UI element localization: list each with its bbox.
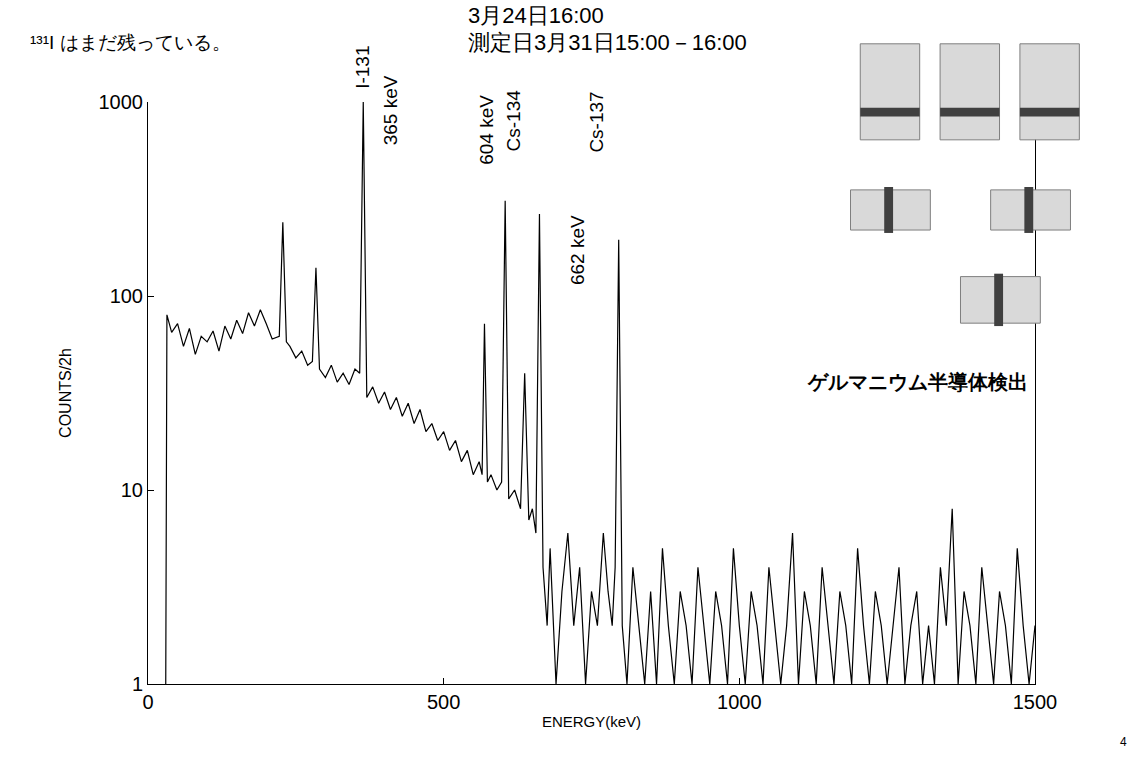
svg-text:365 keV: 365 keV <box>380 75 401 145</box>
svg-text:1500: 1500 <box>1013 691 1058 713</box>
svg-text:0: 0 <box>142 691 153 713</box>
svg-text:ENERGY(keV): ENERGY(keV) <box>542 713 641 730</box>
svg-text:Cs-134: Cs-134 <box>503 90 524 152</box>
svg-text:662 keV: 662 keV <box>567 215 588 285</box>
svg-text:Cs-137: Cs-137 <box>586 91 607 152</box>
svg-text:500: 500 <box>427 691 460 713</box>
svg-text:1: 1 <box>132 673 143 695</box>
svg-text:測定日3月31日15:00－16:00: 測定日3月31日15:00－16:00 <box>468 30 747 55</box>
svg-text:4: 4 <box>1120 735 1127 749</box>
svg-text:1000: 1000 <box>717 691 762 713</box>
svg-text:10: 10 <box>121 479 143 501</box>
svg-text:3月24日16:00: 3月24日16:00 <box>468 3 604 28</box>
svg-text:COUNTS/2h: COUNTS/2h <box>57 348 74 438</box>
svg-text:100: 100 <box>110 285 143 307</box>
svg-text:¹³¹I はまだ残っている。: ¹³¹I はまだ残っている。 <box>30 32 231 53</box>
svg-text:I-131: I-131 <box>352 46 373 89</box>
svg-text:1000: 1000 <box>99 91 144 113</box>
svg-text:604 keV: 604 keV <box>476 95 497 165</box>
svg-text:ゲルマニウム半導体検出: ゲルマニウム半導体検出 <box>807 371 1028 393</box>
